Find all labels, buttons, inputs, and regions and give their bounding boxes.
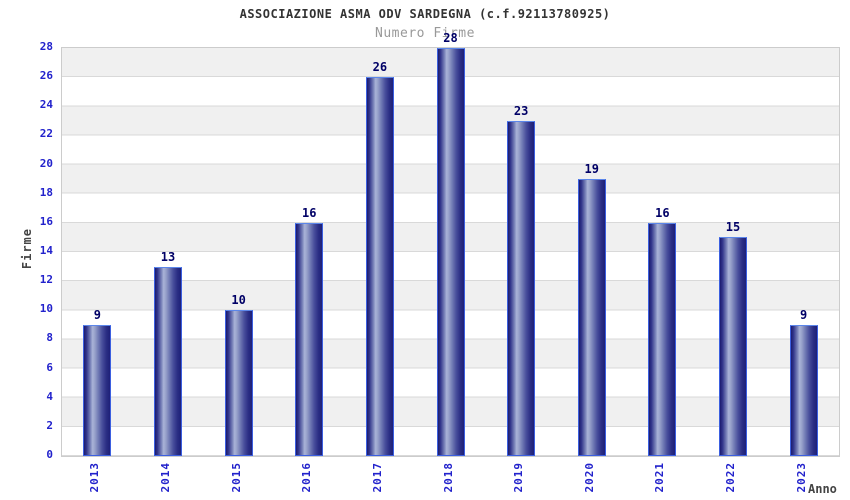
- bar-2014: [153, 266, 182, 456]
- chart-subtitle: Numero Firme: [375, 26, 475, 41]
- bar-value-label: 26: [372, 60, 388, 75]
- bar-2022: [719, 237, 748, 456]
- x-tick-label: 2013: [88, 462, 102, 493]
- y-tick-label: 14: [39, 244, 53, 257]
- x-tick-label: 2018: [441, 462, 455, 493]
- bar-value-label: 28: [443, 31, 458, 45]
- bar-value-label: 16: [301, 205, 317, 220]
- y-tick-label: 26: [39, 69, 53, 83]
- bar-2019: [507, 120, 536, 456]
- bar-2023: [789, 324, 818, 456]
- y-tick-label: 24: [39, 98, 53, 112]
- y-axis-title: Firme: [20, 228, 34, 270]
- y-tick-label: 10: [39, 302, 53, 316]
- y-tick-label: 8: [46, 331, 53, 345]
- y-tick-label: 28: [39, 40, 53, 53]
- bar-2021: [648, 222, 677, 456]
- bar-value-label: 23: [513, 103, 529, 118]
- bar-2016: [295, 222, 324, 456]
- bar-value-label: 9: [800, 307, 808, 322]
- bar-value-label: 13: [160, 249, 176, 264]
- y-tick-label: 12: [39, 273, 53, 287]
- bar-2015: [224, 310, 253, 456]
- x-tick-label: 2023: [794, 462, 808, 493]
- chart-title: ASSOCIAZIONE ASMA ODV SARDEGNA (c.f.9211…: [239, 7, 611, 21]
- bar-value-label: 19: [584, 162, 599, 177]
- y-tick-label: 0: [46, 448, 53, 461]
- bar-2020: [577, 179, 606, 456]
- x-tick-label: 2016: [300, 462, 314, 493]
- y-tick-label: 20: [39, 156, 53, 170]
- y-tick-label: 2: [46, 418, 53, 432]
- x-tick-label: 2015: [229, 462, 243, 493]
- y-tick-label: 16: [39, 214, 53, 228]
- x-tick-label: 2020: [582, 462, 596, 493]
- y-tick-label: 4: [46, 389, 53, 403]
- x-tick-label: 2022: [724, 462, 738, 493]
- y-tick-label: 22: [39, 127, 53, 141]
- bar-value-label: 15: [725, 220, 741, 235]
- x-axis-title: Anno: [808, 482, 837, 496]
- x-tick-label: 2014: [158, 462, 172, 493]
- bar-value-label: 16: [655, 205, 670, 220]
- x-tick-label: 2021: [653, 462, 667, 493]
- bar-2017: [365, 77, 394, 456]
- y-tick-label: 18: [39, 185, 53, 199]
- x-tick-label: 2017: [370, 462, 384, 493]
- bar-value-label: 10: [231, 293, 246, 308]
- bar-value-label: 9: [93, 307, 101, 322]
- bar-2013: [83, 324, 112, 456]
- plot-area: 9 13 10 16 26 28 23 19 16 15 9: [61, 32, 840, 457]
- bar-2018: [436, 48, 465, 456]
- x-tick-label: 2019: [512, 462, 526, 493]
- y-tick-label: 6: [46, 360, 53, 374]
